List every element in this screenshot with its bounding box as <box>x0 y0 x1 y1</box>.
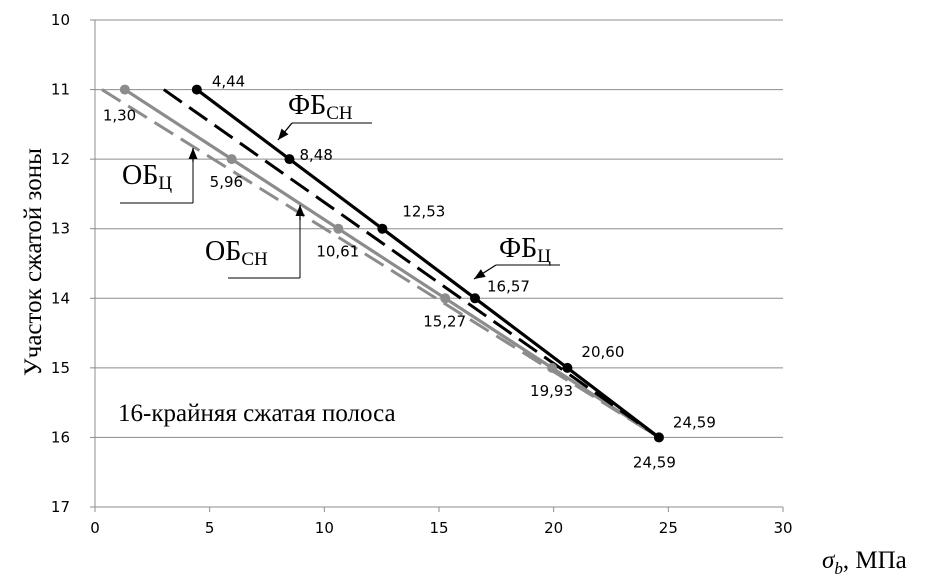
callout-fb-c-main: ФБ <box>499 233 537 264</box>
annotation-text: 16-крайняя сжатая полоса <box>118 400 396 427</box>
x-tick-label: 5 <box>205 519 215 537</box>
data-label-0-5: 24,59 <box>673 413 716 431</box>
series-line-1 <box>162 88 660 439</box>
data-label-2-4: 19,93 <box>530 382 573 400</box>
data-label-0-2: 12,53 <box>402 203 445 221</box>
callout-ob-sn-arrow-head <box>295 205 305 216</box>
series-line-3 <box>101 88 660 439</box>
data-point-2-1 <box>226 154 237 165</box>
data-point-0-5 <box>653 432 664 443</box>
data-label-2-5: 24,59 <box>633 453 676 471</box>
data-point-2-4 <box>547 362 558 373</box>
y-axis-label: Участок сжатой зоны <box>20 148 47 376</box>
data-point-2-3 <box>440 293 451 304</box>
x-tick-label: 0 <box>90 519 100 537</box>
y-tick-label: 14 <box>51 289 70 307</box>
series-line-0 <box>195 88 660 439</box>
x-axis-label: σb, МПа <box>822 547 907 578</box>
y-tick-label: 12 <box>51 150 70 168</box>
axes: 10 11 12 13 14 15 16 17 0 5 10 15 20 25 30 <box>51 11 793 537</box>
callout-fb-sn: ФБСН <box>288 90 353 124</box>
x-tick-label: 30 <box>773 519 792 537</box>
data-labels: 1,30 5,96 10,61 15,27 19,93 24,59 4,44 8,48 12,5… <box>103 73 716 472</box>
data-point-0-3 <box>470 293 481 304</box>
data-label-2-0: 1,30 <box>103 107 136 125</box>
data-label-0-3: 16,57 <box>487 277 530 295</box>
data-label-2-1: 5,96 <box>210 173 243 191</box>
data-point-0-4 <box>562 362 573 373</box>
callout-fb-c-sub: Ц <box>537 246 551 267</box>
callout-ob-c-sub: Ц <box>158 173 172 194</box>
data-label-0-1: 8,48 <box>299 146 332 164</box>
x-tick-label: 20 <box>544 519 563 537</box>
callout-ob-c-arrow-head <box>188 148 198 159</box>
callout-fb-c-arrow-head <box>474 269 486 279</box>
x-tick-label: 10 <box>315 519 334 537</box>
callout-ob-c: ОБЦ <box>122 160 172 194</box>
callout-fb-c: ФБЦ <box>499 233 551 267</box>
y-tick-label: 11 <box>51 81 70 99</box>
callout-fb-sn-arrow-head <box>278 128 289 140</box>
data-label-0-0: 4,44 <box>212 73 245 91</box>
y-tick-label: 13 <box>51 220 70 238</box>
x-tick-label: 25 <box>659 519 678 537</box>
y-tick-label: 15 <box>51 359 70 377</box>
x-axis-symbol: σ <box>822 547 836 574</box>
callout-ob-c-main: ОБ <box>122 160 158 191</box>
y-tick-label: 10 <box>51 11 70 29</box>
x-axis-unit: , МПа <box>843 547 907 574</box>
grid-lines <box>95 89 783 508</box>
data-point-0-1 <box>284 154 295 165</box>
callout-fb-sn-main: ФБ <box>288 90 326 121</box>
x-tick-label: 15 <box>429 519 448 537</box>
callout-ob-sn: ОБСН <box>205 236 268 270</box>
callout-ob-sn-sub: СН <box>241 249 268 270</box>
data-label-0-4: 20,60 <box>581 343 624 361</box>
y-tick-label: 17 <box>51 498 70 516</box>
callout-ob-sn-main: ОБ <box>205 236 241 267</box>
data-point-0-0 <box>191 84 202 95</box>
data-label-2-3: 15,27 <box>423 312 466 330</box>
data-point-2-2 <box>333 223 344 234</box>
series-line-2 <box>123 88 660 439</box>
x-axis-subscript: b <box>834 559 843 578</box>
series-layer <box>101 84 664 443</box>
data-point-2-0 <box>119 84 130 95</box>
data-point-0-2 <box>377 223 388 234</box>
series-callouts <box>120 122 560 280</box>
y-tick-label: 16 <box>51 428 70 446</box>
data-label-2-2: 10,61 <box>316 243 359 261</box>
callout-fb-sn-sub: СН <box>326 103 353 124</box>
